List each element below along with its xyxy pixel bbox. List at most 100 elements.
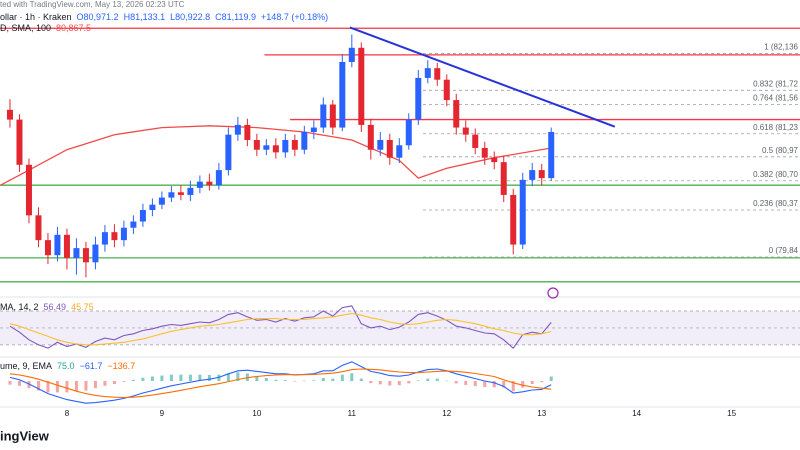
alert-icon[interactable] [547, 287, 559, 299]
x-tick-label: 8 [65, 409, 70, 418]
indicator-readout: 75.0 [57, 361, 75, 371]
histogram-bar [112, 381, 116, 384]
histogram-bar [407, 381, 411, 384]
candle-body [6, 109, 13, 120]
candle-body [73, 248, 80, 258]
fib-label: 0 (79,84 [769, 246, 799, 255]
candle-body [158, 197, 165, 205]
rsi-line [9, 305, 552, 350]
histogram-bar [359, 378, 363, 381]
indicator-readout: 45.75 [71, 302, 94, 312]
candle-body [187, 187, 194, 195]
candle-body [225, 134, 232, 171]
symbol-line: ollar · 1h · Kraken O80,971.2 H81,133.1 L80… [0, 12, 333, 22]
x-tick-label: 11 [348, 409, 357, 418]
histogram-bar [179, 374, 183, 381]
indicator-title: MA, 14, 2 [0, 302, 39, 312]
candle-body [149, 204, 156, 211]
candle-body [272, 145, 279, 153]
histogram-bar [264, 378, 268, 381]
candle-body [472, 134, 479, 148]
histogram-bar [93, 381, 97, 389]
candle-body [386, 139, 393, 158]
histogram-bar [483, 381, 487, 387]
sma-label: D, SMA, 100 [0, 23, 52, 33]
candle-body [25, 164, 32, 216]
histogram-bar [549, 376, 553, 381]
source-line: ted with TradingView.com, May 13, 2026 0… [0, 0, 189, 9]
ohlc-value: O80,971.2 [76, 12, 119, 22]
candle-body [548, 131, 555, 179]
candle-body [500, 162, 507, 195]
histogram-bar [226, 373, 230, 381]
x-tick-label: 9 [160, 409, 165, 418]
candle-body [529, 170, 536, 180]
candle-body [54, 234, 61, 256]
macd-line [9, 361, 552, 404]
fib-label: 0.382 (80,70 [753, 170, 798, 179]
histogram-bar [302, 380, 306, 382]
candle-body [510, 194, 517, 245]
histogram-bar [340, 374, 344, 381]
candle-body [206, 181, 213, 186]
candle-body [491, 157, 498, 163]
histogram-bar [540, 381, 544, 383]
candle-body [481, 147, 488, 158]
trendline [349, 26, 616, 128]
candle-body [16, 119, 23, 165]
histogram-bar [27, 381, 31, 389]
histogram-bar [331, 378, 335, 381]
histogram-bar [492, 381, 496, 388]
histogram-bar [46, 381, 50, 393]
histogram-bar [207, 375, 211, 381]
candle-body [111, 232, 118, 241]
ohlc-value: +148.7 (+0.18%) [261, 12, 329, 22]
histogram-bar [283, 380, 287, 381]
histogram-bar [416, 380, 420, 381]
candle-body [519, 179, 526, 245]
ohlc-value: C81,119.9 [215, 12, 257, 22]
candle-body [263, 145, 270, 150]
candle-body [282, 139, 289, 153]
histogram-bar [378, 381, 382, 385]
macd-line [9, 368, 552, 399]
candle-body [291, 139, 298, 150]
candle-body [348, 47, 355, 62]
rsi-header: MA, 14, 2 56.49 45.75 [0, 302, 99, 312]
histogram-bar [293, 381, 297, 382]
histogram-bar [65, 381, 69, 393]
macd-header: ume, 9, EMA 75.0 −61.7 −136.7 [0, 361, 140, 371]
candle-body [462, 127, 469, 135]
candle-body [377, 139, 384, 150]
histogram-bar [473, 381, 477, 387]
histogram-bar [236, 372, 240, 381]
x-tick-label: 13 [537, 409, 546, 418]
ohlc-value: L80,922.8 [170, 12, 211, 22]
candle-body [396, 145, 403, 158]
candle-body [538, 170, 545, 179]
x-tick-label: 12 [442, 409, 451, 418]
histogram-bar [55, 381, 59, 393]
indicator-readout: −61.7 [79, 361, 103, 371]
candle-body [244, 124, 251, 140]
candle-body [35, 215, 42, 241]
brand: ingView [0, 428, 50, 443]
sma-line: D, SMA, 100 80,867.5 [0, 23, 96, 33]
candle-body [434, 68, 441, 80]
histogram-bar [454, 381, 458, 384]
histogram-bar [397, 381, 401, 386]
histogram-bar [150, 376, 154, 381]
candle-body [329, 104, 336, 128]
histogram-bar [511, 381, 515, 392]
histogram-bar [502, 381, 506, 388]
histogram-bar [464, 381, 468, 385]
candle-body [301, 131, 308, 150]
x-tick-label: 15 [727, 409, 736, 418]
histogram-bar [122, 381, 126, 382]
candle-body [253, 139, 260, 150]
rsi-line [9, 312, 552, 346]
source: ted with TradingView.com, May 13, 2026 0… [0, 0, 185, 9]
histogram-bar [350, 373, 354, 381]
candle-body [82, 248, 89, 263]
